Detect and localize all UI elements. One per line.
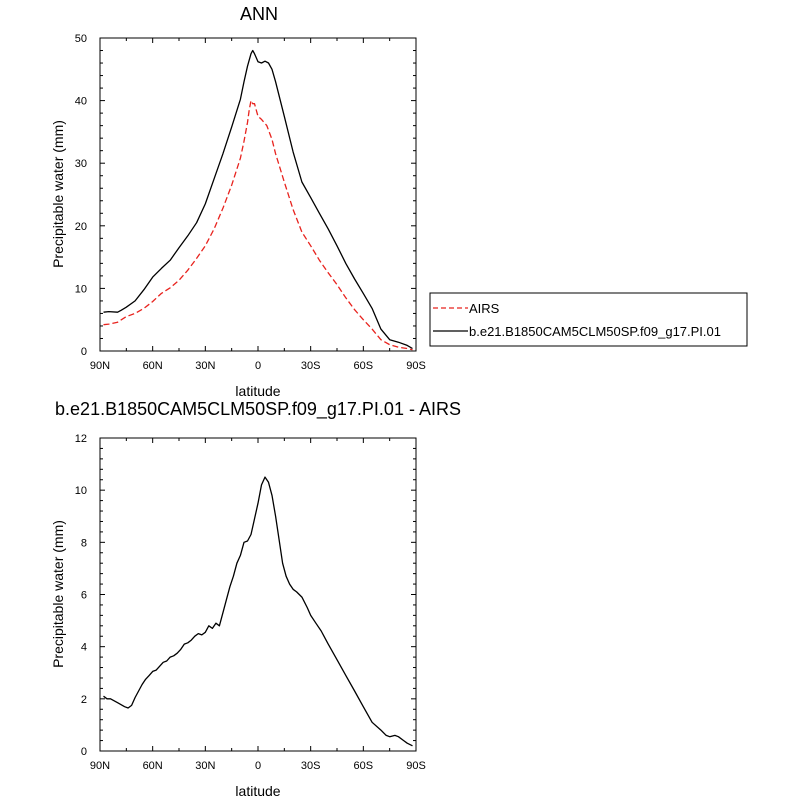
top-series-line-airs <box>103 99 413 351</box>
top-axis-ticks: 90N 60N 30N 0 30S 60S 90S 0 10 20 30 40 50 <box>75 33 426 372</box>
top-x-tick-label: 0 <box>255 360 261 372</box>
bottom-y-tick-label: 10 <box>75 485 87 497</box>
legend-airs-label: AIRS <box>469 301 500 316</box>
top-series-lines <box>103 49 413 351</box>
bottom-y-tick-label: 12 <box>75 433 87 445</box>
bottom-plot-frame <box>99 437 417 752</box>
bottom-y-tick-label: 2 <box>81 694 87 706</box>
legend: AIRS b.e21.B1850CAM5CLM50SP.f09_g17.PI.0… <box>429 292 748 347</box>
top-x-tick-label: 90N <box>90 360 110 372</box>
bottom-y-axis-label: Precipitable water (mm) <box>50 520 66 668</box>
bottom-x-axis-label: latitude <box>235 783 280 799</box>
top-y-tick-label: 20 <box>75 221 87 233</box>
top-y-tick-label: 40 <box>75 96 87 108</box>
top-x-tick-label: 30N <box>195 360 215 372</box>
bottom-x-tick-label: 30N <box>195 760 215 772</box>
top-y-tick-label: 0 <box>81 346 87 358</box>
bottom-x-tick-label: 90S <box>406 760 426 772</box>
top-y-axis-label: Precipitable water (mm) <box>50 120 66 268</box>
top-plot-frame <box>99 37 417 352</box>
top-y-tick-label: 10 <box>75 283 87 295</box>
bottom-series-lines <box>103 476 413 747</box>
top-series-line-model <box>103 49 413 350</box>
bottom-y-tick-label: 6 <box>81 590 87 602</box>
top-x-tick-label: 60S <box>354 360 374 372</box>
bottom-panel: b.e21.B1850CAM5CLM50SP.f09_g17.PI.01 - A… <box>50 399 461 799</box>
bottom-x-tick-label: 90N <box>90 760 110 772</box>
legend-model-label: b.e21.B1850CAM5CLM50SP.f09_g17.PI.01 <box>469 324 721 339</box>
bottom-y-tick-label: 8 <box>81 537 87 549</box>
top-panel: ANN latitude Precipitable water (mm) 90N… <box>50 4 748 399</box>
bottom-chart-title: b.e21.B1850CAM5CLM50SP.f09_g17.PI.01 - A… <box>55 399 461 420</box>
bottom-y-tick-label: 0 <box>81 746 87 758</box>
legend-box <box>429 292 748 347</box>
top-y-tick-label: 30 <box>75 158 87 170</box>
bottom-x-tick-label: 0 <box>255 760 261 772</box>
bottom-x-tick-label: 60S <box>354 760 374 772</box>
top-y-tick-label: 50 <box>75 33 87 45</box>
bottom-y-tick-label: 4 <box>81 642 87 654</box>
top-x-tick-label: 60N <box>143 360 163 372</box>
bottom-x-tick-label: 60N <box>143 760 163 772</box>
bottom-series-line-difference <box>103 476 413 747</box>
top-x-tick-label: 30S <box>301 360 321 372</box>
top-x-tick-label: 90S <box>406 360 426 372</box>
top-x-axis-label: latitude <box>235 383 280 399</box>
top-chart-title: ANN <box>240 4 278 24</box>
bottom-x-tick-label: 30S <box>301 760 321 772</box>
